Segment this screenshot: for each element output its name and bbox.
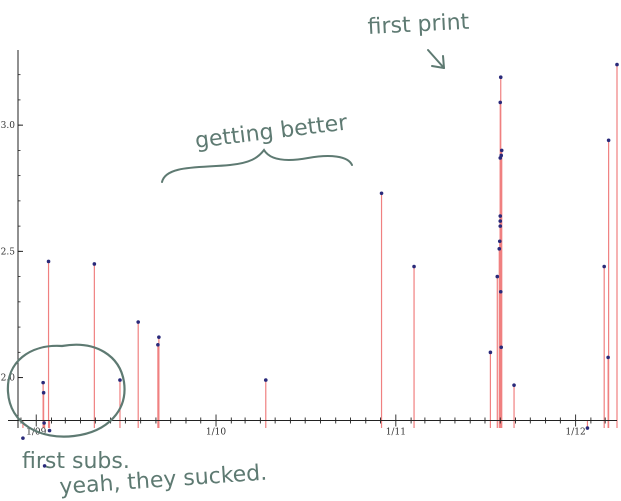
- x-tick-label: 1/11: [386, 427, 406, 437]
- y-tick-label: 3.0: [1, 121, 16, 131]
- data-point: [41, 380, 45, 385]
- data-point: [498, 75, 503, 79]
- data-point: [92, 262, 97, 266]
- data-point: [498, 289, 503, 294]
- data-point: [498, 219, 503, 223]
- data-point: [41, 390, 46, 395]
- annotation-first-subs: first subs.: [22, 449, 130, 474]
- data-point: [585, 426, 590, 430]
- data-point: [602, 264, 606, 269]
- annotations: first print getting better first subs. y…: [6, 10, 470, 500]
- data-point: [498, 100, 503, 105]
- data-point: [379, 191, 384, 196]
- data-point: [512, 383, 516, 387]
- data-point: [157, 335, 161, 339]
- data-point: [497, 247, 502, 251]
- data-point: [499, 148, 504, 153]
- x-tick-label: 1/12: [566, 427, 586, 437]
- data-point: [606, 355, 610, 360]
- data-point: [21, 436, 25, 440]
- data-point: [488, 350, 493, 355]
- annotation-getting-better: getting better: [194, 110, 350, 154]
- arrow-icon: [427, 49, 445, 69]
- data-point: [498, 224, 503, 228]
- data-point: [118, 378, 122, 382]
- data-point: [615, 62, 619, 67]
- chart-axes: 2.02.53.01/09 1/10 1/11 1/12: [1, 50, 617, 437]
- curly-brace-icon: [161, 148, 353, 183]
- data-point: [606, 138, 611, 143]
- data-point: [497, 239, 502, 244]
- data-point: [47, 428, 52, 433]
- y-tick-label: 2.5: [1, 247, 16, 257]
- data-point: [263, 378, 268, 382]
- data-point: [136, 320, 140, 324]
- data-point: [46, 259, 51, 264]
- data-point: [42, 421, 46, 425]
- data-point: [499, 345, 504, 350]
- circle-mark-icon: [6, 343, 126, 438]
- data-point: [495, 274, 500, 279]
- data-point: [42, 464, 47, 468]
- x-tick-label: 1/10: [206, 427, 226, 437]
- annotation-first-print: first print: [367, 10, 470, 40]
- data-point: [412, 264, 416, 269]
- data-point: [156, 342, 160, 347]
- stem-lines: [22, 64, 618, 428]
- data-point: [499, 153, 504, 158]
- data-point: [498, 214, 503, 218]
- data-points: [21, 62, 619, 468]
